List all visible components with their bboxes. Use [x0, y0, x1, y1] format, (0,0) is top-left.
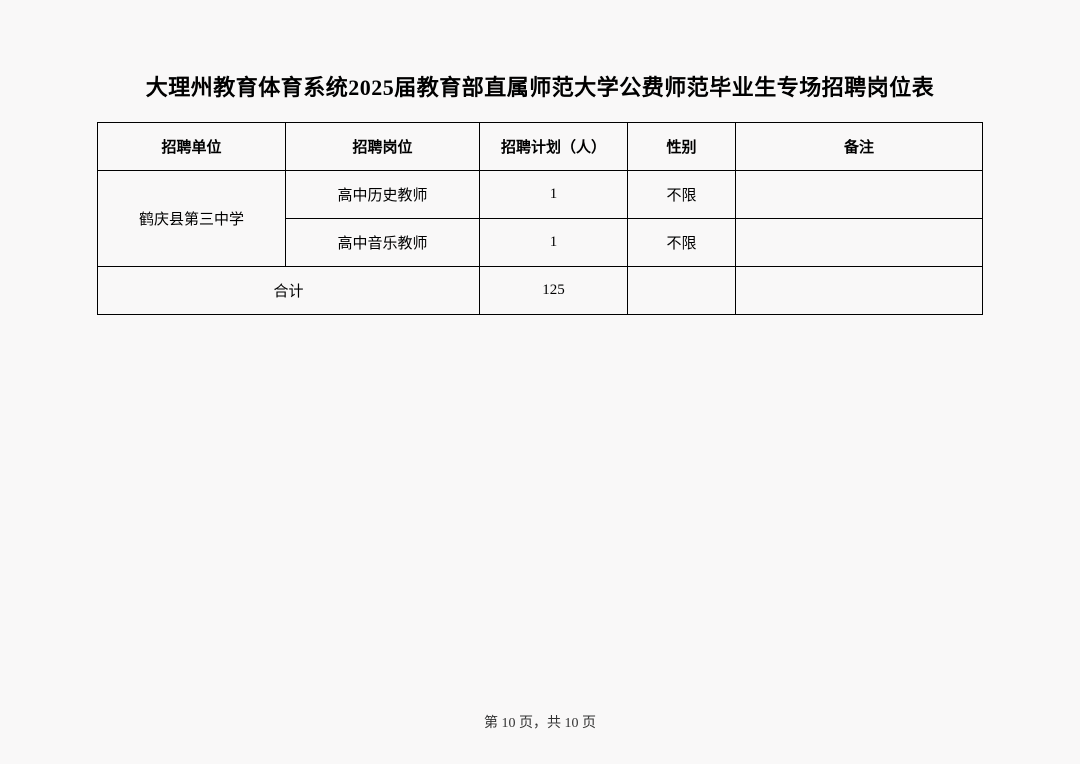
header-gender: 性别 — [628, 123, 736, 171]
page-footer: 第 10 页，共 10 页 — [0, 712, 1080, 732]
cell-position: 高中历史教师 — [286, 171, 480, 219]
cell-plan: 1 — [480, 219, 628, 267]
cell-remark — [736, 219, 983, 267]
cell-total-label: 合计 — [98, 267, 480, 315]
cell-remark — [736, 171, 983, 219]
header-position: 招聘岗位 — [286, 123, 480, 171]
cell-total-remark — [736, 267, 983, 315]
footer-page-current: 10 — [502, 716, 516, 731]
header-unit: 招聘单位 — [98, 123, 286, 171]
cell-gender: 不限 — [628, 219, 736, 267]
cell-unit: 鹤庆县第三中学 — [98, 171, 286, 267]
footer-page-total: 10 — [565, 716, 579, 731]
cell-plan: 1 — [480, 171, 628, 219]
footer-middle: 页，共 — [516, 716, 565, 731]
cell-position: 高中音乐教师 — [286, 219, 480, 267]
table-row: 鹤庆县第三中学 高中历史教师 1 不限 — [98, 171, 983, 219]
cell-gender: 不限 — [628, 171, 736, 219]
page-title: 大理州教育体育系统2025届教育部直属师范大学公费师范毕业生专场招聘岗位表 — [97, 70, 983, 102]
recruitment-table: 招聘单位 招聘岗位 招聘计划（人） 性别 备注 鹤庆县第三中学 高中历史教师 1… — [97, 122, 983, 315]
table-header-row: 招聘单位 招聘岗位 招聘计划（人） 性别 备注 — [98, 123, 983, 171]
cell-total-plan: 125 — [480, 267, 628, 315]
table-total-row: 合计 125 — [98, 267, 983, 315]
header-remark: 备注 — [736, 123, 983, 171]
document-page: 大理州教育体育系统2025届教育部直属师范大学公费师范毕业生专场招聘岗位表 招聘… — [0, 0, 1080, 315]
footer-prefix: 第 — [484, 716, 502, 731]
header-plan: 招聘计划（人） — [480, 123, 628, 171]
footer-suffix: 页 — [579, 716, 597, 731]
cell-total-gender — [628, 267, 736, 315]
